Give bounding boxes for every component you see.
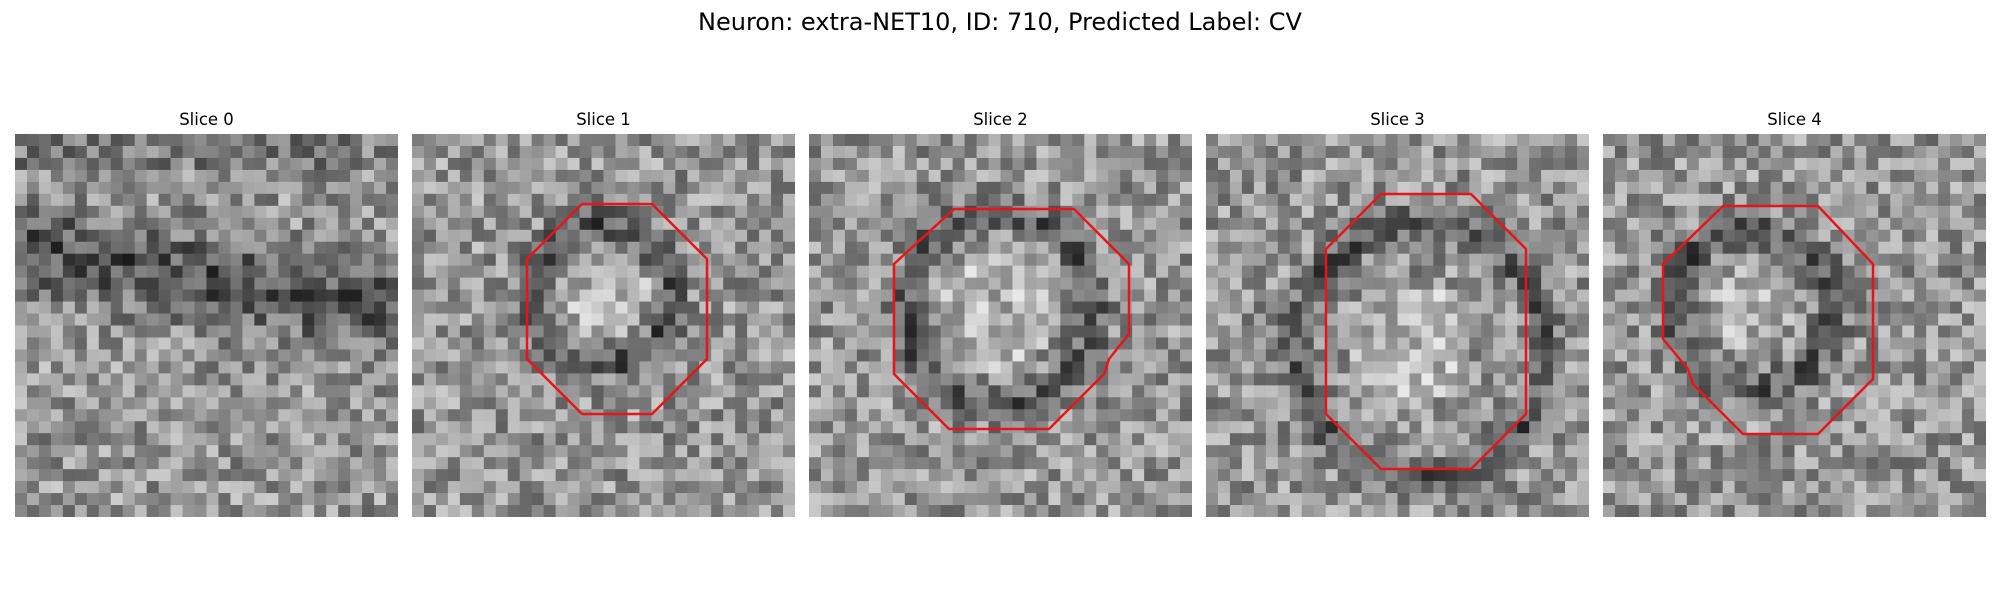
slice-image-3 [1206, 134, 1589, 517]
pixel-grid-4 [1603, 134, 1986, 517]
slice-panel-4: Slice 4 [1603, 108, 1986, 517]
slice-title-1: Slice 1 [576, 110, 631, 129]
pixel-grid-0 [15, 134, 398, 517]
slice-title-3: Slice 3 [1370, 110, 1425, 129]
slice-image-2 [809, 134, 1192, 517]
roi-outline-3 [1324, 192, 1528, 471]
slice-title-4: Slice 4 [1767, 110, 1822, 129]
slice-title-0: Slice 0 [179, 110, 234, 129]
figure-title: Neuron: extra-NET10, ID: 710, Predicted … [698, 8, 1302, 36]
slice-image-1 [412, 134, 795, 517]
pixel-grid-1 [412, 134, 795, 517]
slice-panel-2: Slice 2 [809, 108, 1192, 517]
roi-outline-4 [1661, 204, 1875, 436]
roi-outline-2 [892, 207, 1131, 431]
slice-image-0 [15, 134, 398, 517]
slice-panel-3: Slice 3 [1206, 108, 1589, 517]
slice-panel-1: Slice 1 [412, 108, 795, 517]
pixel-grid-2 [809, 134, 1192, 517]
slice-image-4 [1603, 134, 1986, 517]
roi-outline-1 [525, 202, 709, 416]
slice-panel-0: Slice 0 [15, 108, 398, 517]
pixel-grid-3 [1206, 134, 1589, 517]
slice-title-2: Slice 2 [973, 110, 1028, 129]
